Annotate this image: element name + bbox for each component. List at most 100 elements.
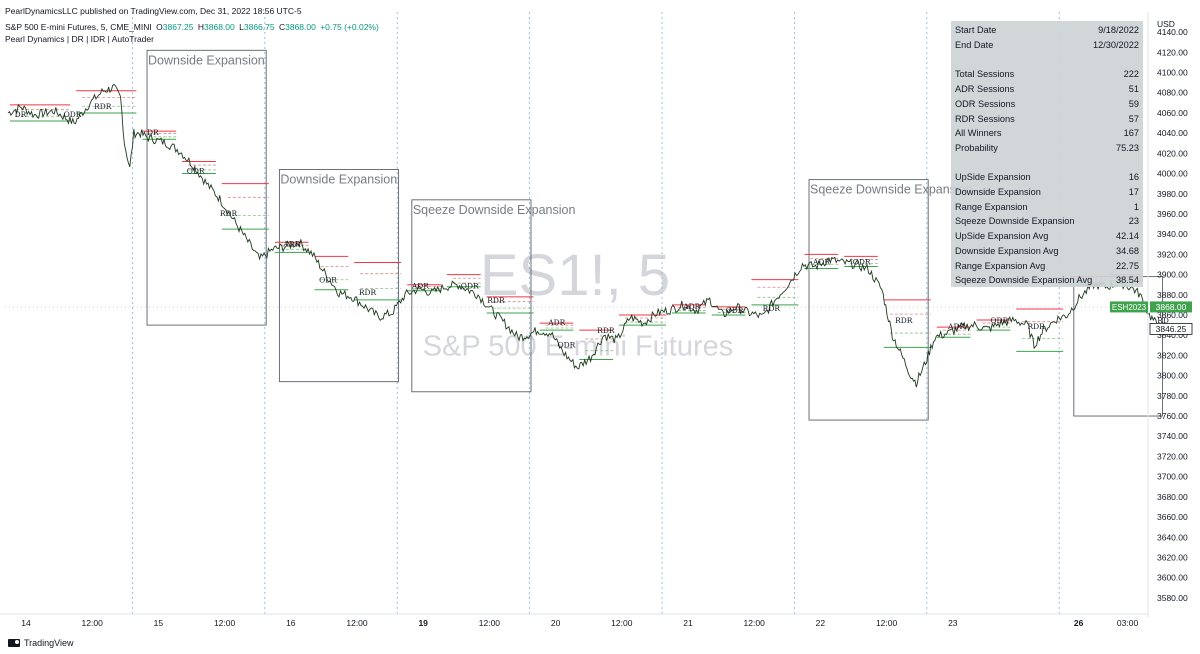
range-label: ODR	[64, 110, 82, 119]
change-value: +0.75 (+0.02%)	[320, 22, 379, 32]
y-tick-label: 4100.00	[1157, 68, 1188, 78]
x-tick-label: 22	[816, 618, 826, 628]
y-tick-label: 3820.00	[1157, 350, 1188, 360]
y-tick-label: 4120.00	[1157, 47, 1188, 57]
expansion-box-label: Sqeeze Downside Expansion	[413, 203, 576, 217]
range-label: RDR	[359, 288, 377, 297]
x-tick-label: 12:00	[744, 618, 766, 628]
range-label: ODR	[187, 167, 205, 176]
stats-row: Sqeeze Downside Expansion 23	[955, 216, 1139, 226]
range-label: RDR	[597, 326, 615, 335]
price-badge	[1150, 301, 1192, 313]
stats-value: 34.68	[1116, 246, 1139, 256]
stats-label: Sqeeze Downside Expansion Avg	[955, 275, 1093, 285]
statistics-table: Start Date 9/18/2022 End Date 12/30/2022 Tot…	[951, 21, 1143, 287]
stats-label: Sqeeze Downside Expansion	[955, 216, 1075, 226]
stats-value: 59	[1128, 99, 1139, 109]
y-tick-label: 3740.00	[1157, 431, 1188, 441]
tradingview-footer: TradingView	[8, 638, 74, 648]
y-tick-label: 4020.00	[1157, 148, 1188, 158]
x-tick-label: 16	[286, 618, 296, 628]
stats-value: 12/30/2022	[1093, 40, 1139, 50]
y-tick-label: 4000.00	[1157, 169, 1188, 179]
range-label: RD	[1157, 316, 1169, 325]
range-label: ADR	[947, 322, 965, 331]
indicator-label[interactable]: Pearl Dynamics | DR | IDR | AutoTrader	[5, 34, 154, 44]
y-tick-label: 3880.00	[1157, 290, 1188, 300]
x-tick-label: 03:00	[1117, 618, 1139, 628]
stats-label: Downside Expansion Avg	[955, 246, 1059, 256]
stats-row: Sqeeze Downside Expansion Avg 38.54	[955, 275, 1139, 285]
range-label: ADR	[282, 239, 300, 248]
y-tick-label: 3860.00	[1157, 310, 1188, 320]
range-label: RDR	[763, 304, 781, 313]
y-tick-label: 3940.00	[1157, 229, 1188, 239]
stats-value: 23	[1128, 216, 1139, 226]
stats-row: ODR Sessions 59	[955, 99, 1139, 109]
stats-value: 16	[1128, 172, 1139, 182]
stats-label: RDR Sessions	[955, 114, 1015, 124]
y-tick-label: 4080.00	[1157, 88, 1188, 98]
range-label: ODR	[853, 257, 871, 266]
y-tick-label: 3700.00	[1157, 472, 1188, 482]
y-tick-label: 4140.00	[1157, 27, 1188, 37]
x-tick-label: 20	[551, 618, 561, 628]
y-tick-label: 3580.00	[1157, 593, 1188, 603]
price-badge-label: 3846.25	[1156, 324, 1187, 334]
y-tick-label: 3780.00	[1157, 391, 1188, 401]
x-tick-label: 12:00	[479, 618, 501, 628]
range-label: ADR	[812, 257, 830, 266]
watermark-name: S&P 500 E-mini Futures	[423, 330, 734, 362]
stats-label: End Date	[955, 40, 994, 50]
stats-row: UpSide Expansion Avg 42.14	[955, 231, 1139, 241]
x-tick-label: 12:00	[346, 618, 368, 628]
stats-label: Range Expansion	[955, 202, 1028, 212]
stats-row: Range Expansion 1	[955, 202, 1139, 212]
open-label: O	[156, 22, 163, 32]
symbol-label: S&P 500 E-mini Futures, 5, CME_MINI	[5, 22, 152, 32]
stats-label: ADR Sessions	[955, 84, 1015, 94]
y-tick-label: 3660.00	[1157, 512, 1188, 522]
range-label: RDR	[220, 209, 238, 218]
y-tick-label: 3980.00	[1157, 189, 1188, 199]
close-label: C	[278, 22, 286, 32]
high-label: H	[197, 22, 205, 32]
price-badge-label: 3868.00	[1156, 302, 1187, 312]
y-tick-label: 3800.00	[1157, 371, 1188, 381]
x-tick-label: 21	[683, 618, 693, 628]
stats-value: 17	[1128, 187, 1139, 197]
expansion-box-label: Sqeeze Downside Expansion	[810, 183, 973, 197]
tradingview-brand: TradingView	[24, 638, 74, 648]
watermark-ticker: ES1!, 5	[480, 243, 670, 308]
stats-row: All Winners 167	[955, 128, 1139, 138]
tradingview-logo-icon	[8, 639, 20, 647]
stats-label: Total Sessions	[955, 69, 1015, 79]
stats-label: Start Date	[955, 25, 997, 35]
x-tick-label: 12:00	[876, 618, 898, 628]
stats-row: ADR Sessions 51	[955, 84, 1139, 94]
stats-value: 75.23	[1116, 143, 1139, 153]
stats-label: ODR Sessions	[955, 99, 1016, 109]
stats-label: Probability	[955, 143, 998, 153]
expansion-box	[146, 49, 267, 326]
stats-row: Probability 75.23	[955, 143, 1139, 153]
x-tick-label: 26	[1074, 618, 1084, 628]
symbol-ohlc-line: S&P 500 E-mini Futures, 5, CME_MINI O386…	[5, 22, 381, 32]
stats-value: 167	[1123, 128, 1139, 138]
stats-value: 222	[1123, 69, 1139, 79]
x-tick-label: 12:00	[82, 618, 104, 628]
y-tick-label: 3720.00	[1157, 451, 1188, 461]
stats-label: All Winners	[955, 128, 1002, 138]
stats-row: Downside Expansion 17	[955, 187, 1139, 197]
stats-value: 38.54	[1116, 275, 1139, 285]
stats-value: 9/18/2022	[1098, 25, 1139, 35]
range-label: RDR	[94, 102, 112, 111]
stats-row: Range Expansion Avg 22.75	[955, 261, 1139, 271]
range-label: ODR	[557, 340, 575, 349]
x-tick-label: 19	[418, 618, 428, 628]
range-label: ADR	[682, 302, 700, 311]
range-label: ODR	[319, 276, 337, 285]
stats-row: Start Date 9/18/2022	[955, 25, 1139, 35]
range-label: ADR	[547, 318, 565, 327]
